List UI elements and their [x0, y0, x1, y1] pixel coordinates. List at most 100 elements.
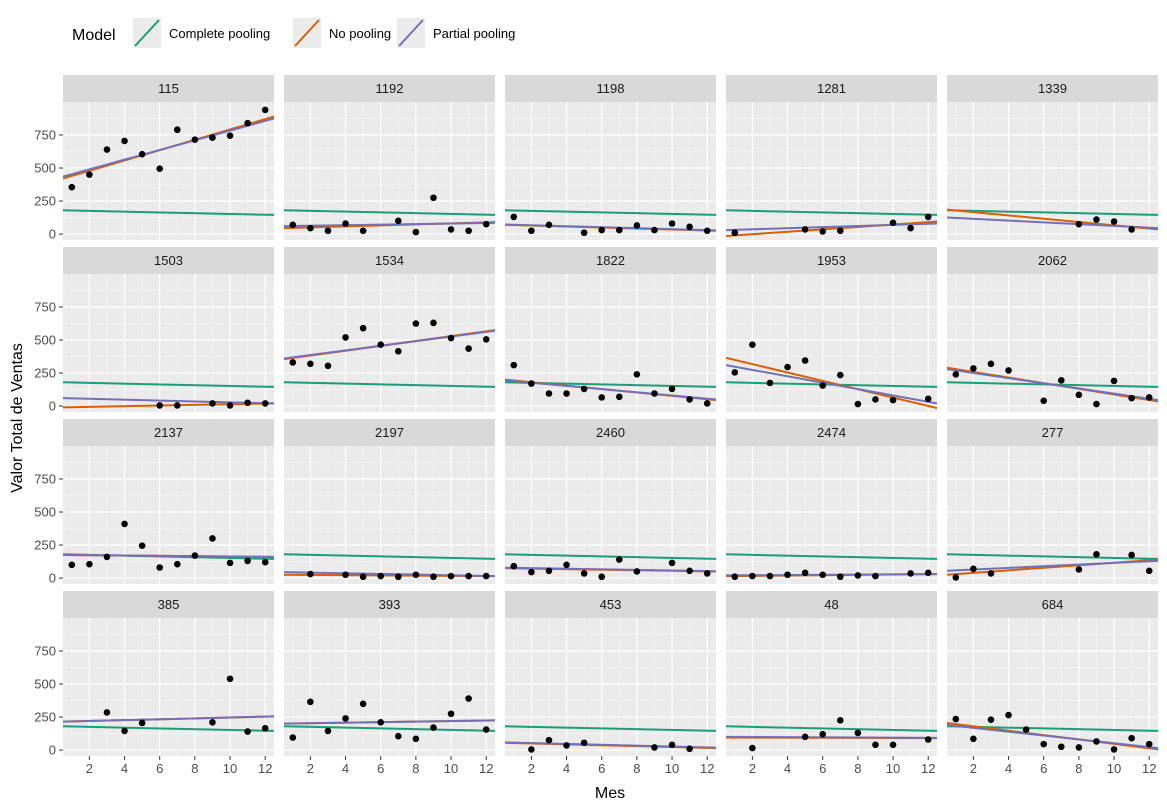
model-lines — [947, 366, 1158, 403]
data-point — [244, 728, 251, 735]
data-point — [598, 394, 606, 401]
x-tick-label: 4 — [342, 761, 349, 776]
model-lines — [726, 209, 937, 238]
model-lines — [63, 553, 274, 560]
panel-background — [947, 274, 1158, 412]
model-lines — [63, 381, 274, 409]
data-point — [1110, 377, 1118, 385]
data-point — [615, 393, 623, 401]
data-point — [465, 227, 472, 235]
panel-background — [726, 102, 937, 240]
y-tick-label: 0 — [49, 399, 56, 414]
data-point — [289, 734, 297, 741]
data-point — [482, 726, 490, 733]
data-point — [156, 402, 164, 409]
data-point — [668, 559, 676, 567]
data-point — [819, 228, 827, 235]
data-point — [889, 741, 897, 749]
data-point — [801, 226, 809, 233]
data-point — [68, 561, 76, 569]
partial-pooling-line — [726, 735, 937, 739]
facet-strip — [726, 75, 937, 102]
complete-pooling-line — [284, 553, 495, 560]
data-point — [1093, 738, 1100, 745]
panel-background — [726, 618, 937, 756]
partial-pooling-line — [726, 222, 937, 232]
data-point — [103, 709, 111, 716]
data-point — [289, 221, 297, 229]
data-point — [289, 359, 297, 366]
x-tick-label: 8 — [191, 761, 198, 776]
data-point — [226, 402, 234, 409]
data-point — [1093, 400, 1100, 408]
y-tick-label: 750 — [34, 300, 56, 315]
x-tick-label: 12 — [479, 761, 493, 776]
data-point — [1093, 216, 1100, 223]
facet-strip — [947, 75, 1158, 102]
data-point — [465, 345, 472, 352]
legend-item: Partial pooling — [397, 18, 515, 48]
complete-pooling-line — [505, 209, 716, 216]
x-tick-label: 6 — [598, 761, 605, 776]
facet-label: 115 — [158, 81, 179, 96]
y-tick-label: 750 — [34, 472, 56, 487]
panel-background — [726, 274, 937, 412]
facet-strip — [947, 419, 1158, 446]
panel-background — [284, 618, 495, 756]
legend-label: Partial pooling — [433, 26, 515, 41]
data-point — [784, 571, 791, 579]
facet-panel: 2062 — [947, 247, 1158, 412]
model-lines — [284, 553, 495, 578]
model-lines — [505, 725, 716, 750]
data-point — [1075, 220, 1083, 228]
data-point — [465, 695, 472, 702]
facet-panel: 115 0 250 500 750 — [34, 75, 274, 242]
data-point — [86, 560, 93, 568]
data-point — [580, 385, 588, 393]
data-point — [447, 334, 455, 342]
model-lines — [726, 725, 937, 740]
data-point — [1057, 743, 1065, 751]
x-tick-label: 8 — [633, 761, 640, 776]
data-point — [173, 402, 181, 409]
facet-label: 2460 — [596, 425, 625, 440]
partial-pooling-line — [947, 559, 1158, 572]
data-point — [359, 324, 367, 332]
data-point — [226, 132, 234, 139]
data-point — [261, 400, 269, 407]
y-axis-title: Valor Total de Ventas — [9, 343, 26, 493]
facet-strip — [284, 419, 495, 446]
partial-pooling-line — [947, 368, 1158, 402]
data-point — [430, 724, 437, 731]
x-tick-label: 6 — [156, 761, 163, 776]
data-point — [1040, 740, 1048, 748]
data-point — [970, 735, 977, 743]
facet-strip — [63, 591, 274, 618]
data-point — [924, 213, 932, 221]
data-point — [1110, 218, 1118, 225]
x-tick-label: 2 — [307, 761, 314, 776]
data-point — [138, 150, 146, 158]
data-point — [342, 571, 349, 579]
data-point — [651, 390, 658, 397]
facet-panel: 277 — [947, 419, 1158, 584]
facet-strip — [726, 419, 937, 446]
facet-strip — [63, 75, 274, 102]
complete-pooling-line — [726, 209, 937, 216]
data-point — [359, 573, 367, 581]
data-point — [686, 396, 693, 403]
facet-label: 1953 — [817, 253, 846, 268]
data-point — [907, 570, 914, 577]
data-point — [359, 700, 367, 708]
partial-pooling-line — [505, 741, 716, 749]
data-point — [103, 146, 111, 153]
facet-label: 1822 — [596, 253, 625, 268]
facet-panel: 2137 0 250 500 750 — [34, 419, 274, 586]
data-point — [580, 570, 588, 577]
data-point — [703, 227, 711, 235]
facet-strip — [505, 591, 716, 618]
legend-swatch — [134, 19, 160, 47]
panel-background — [63, 102, 274, 240]
facet-label: 2197 — [375, 425, 404, 440]
data-point — [686, 223, 693, 231]
